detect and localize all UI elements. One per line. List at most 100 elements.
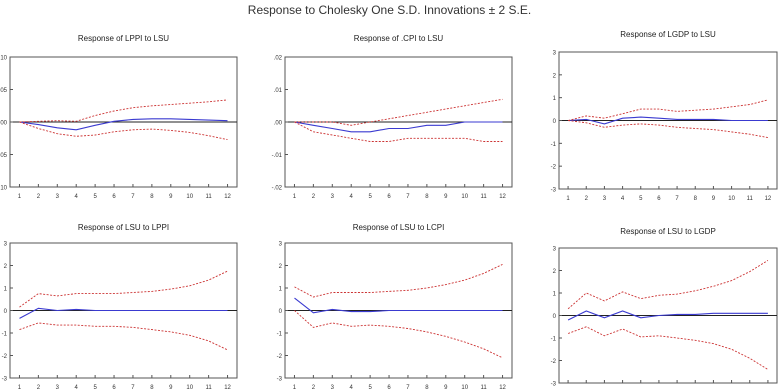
x-tick-label: 4 [621, 196, 625, 202]
x-tick-label: 12 [765, 196, 772, 202]
x-tick-label: 7 [131, 385, 135, 390]
y-tick-label: -.10 [0, 186, 8, 192]
y-tick-label: -3 [551, 382, 557, 388]
response-line [567, 310, 768, 321]
y-tick-label: 1 [4, 287, 8, 293]
upper-band-line [294, 263, 503, 298]
upper-band-line [19, 99, 228, 123]
y-tick-label: .10 [0, 56, 8, 62]
x-tick-label: 5 [93, 385, 97, 390]
y-tick-label: -3 [2, 377, 8, 383]
y-tick-label: 0 [553, 314, 557, 320]
lower-band-line [567, 326, 769, 370]
upper-band-line [294, 98, 503, 126]
upper-band-line [567, 99, 769, 121]
x-tick-label: 2 [585, 196, 589, 202]
x-tick-label: 4 [75, 385, 79, 390]
y-tick-label: 2 [553, 73, 557, 79]
irf-panel-1: Response of LPPI to LSU .10 .05 .00 -.05 -.10… [0, 34, 238, 200]
x-tick-label: 7 [675, 196, 679, 202]
x-tick-label: 11 [747, 196, 754, 202]
x-tick-label: 5 [368, 194, 372, 200]
y-tick-label: 3 [279, 242, 283, 248]
y-tick-label: .05 [0, 88, 8, 94]
y-tick-label: -3 [551, 188, 557, 194]
x-tick-label: 10 [186, 194, 193, 200]
panel-title: Response of LPPI to LSU [78, 34, 169, 43]
y-tick-label: .00 [0, 121, 8, 127]
y-tick-label: 3 [4, 242, 8, 248]
panel-title: Response of LGDP to LSU [620, 30, 716, 39]
x-tick-label: 12 [499, 385, 506, 390]
x-tick-label: 6 [657, 196, 661, 202]
y-tick-label: 2 [553, 269, 557, 275]
y-tick-label: -.01 [272, 153, 283, 159]
x-tick-label: 5 [368, 385, 372, 390]
x-tick-label: 5 [639, 196, 643, 202]
figure-title: Response to Cholesky One S.D. Innovation… [247, 3, 532, 17]
x-tick-label: 1 [18, 385, 22, 390]
x-tick-label: 8 [425, 194, 429, 200]
x-tick-label: 11 [206, 194, 213, 200]
lower-band-line [19, 121, 228, 141]
x-tick-label: 10 [461, 385, 468, 390]
y-tick-label: -3 [277, 377, 283, 383]
x-tick-label: 4 [350, 385, 354, 390]
x-tick-label: 8 [150, 385, 154, 390]
y-tick-label: -2 [551, 165, 557, 171]
x-tick-label: 3 [56, 385, 60, 390]
x-tick-label: 6 [112, 194, 116, 200]
lower-band-line [294, 121, 503, 142]
y-tick-label: 1 [279, 287, 283, 293]
x-tick-label: 11 [481, 194, 488, 200]
irf-panel-6: Response of LSU to LGDP3210-1-2-31234567… [551, 227, 778, 388]
x-tick-label: 7 [406, 385, 410, 390]
x-tick-label: 9 [712, 196, 716, 202]
y-tick-label: -1 [551, 337, 557, 343]
y-tick-label: .00 [274, 121, 283, 127]
response-line [294, 121, 503, 133]
y-tick-label: -.02 [272, 186, 283, 192]
upper-band-line [567, 260, 769, 310]
y-tick-label: 3 [553, 51, 557, 57]
x-tick-label: 2 [312, 385, 316, 390]
x-tick-label: 4 [75, 194, 79, 200]
x-tick-label: 9 [444, 194, 448, 200]
x-tick-label: 8 [425, 385, 429, 390]
y-tick-label: 2 [279, 264, 283, 270]
y-tick-label: 2 [4, 264, 8, 270]
response-line [568, 116, 768, 125]
y-tick-label: 1 [553, 96, 557, 102]
x-tick-label: 9 [169, 194, 173, 200]
x-tick-label: 5 [93, 194, 97, 200]
response-line [294, 297, 503, 314]
y-tick-label: 0 [279, 309, 283, 315]
x-tick-label: 2 [312, 194, 316, 200]
x-tick-label: 10 [461, 194, 468, 200]
x-tick-label: 11 [481, 385, 488, 390]
y-tick-label: -1 [2, 332, 8, 338]
y-tick-label: 0 [4, 309, 8, 315]
x-tick-label: 4 [350, 194, 354, 200]
x-tick-label: 3 [331, 194, 335, 200]
x-tick-label: 11 [206, 385, 213, 390]
x-tick-label: 6 [387, 194, 391, 200]
x-tick-label: 6 [112, 385, 116, 390]
y-tick-label: .02 [274, 56, 283, 62]
x-tick-label: 12 [224, 194, 231, 200]
irf-panel-2: Response of .CPI to LSU .02 .01 .00 -.01 -.02… [272, 34, 513, 200]
x-tick-label: 9 [444, 385, 448, 390]
x-tick-label: 1 [18, 194, 22, 200]
lower-band-line [568, 120, 768, 139]
panel-title: Response of LSU to LPPI [78, 223, 169, 232]
x-tick-label: 10 [728, 196, 735, 202]
lower-band-line [19, 322, 228, 351]
lower-band-line [294, 310, 503, 359]
x-tick-label: 9 [169, 385, 173, 390]
x-tick-label: 12 [499, 194, 506, 200]
response-line [19, 307, 228, 319]
